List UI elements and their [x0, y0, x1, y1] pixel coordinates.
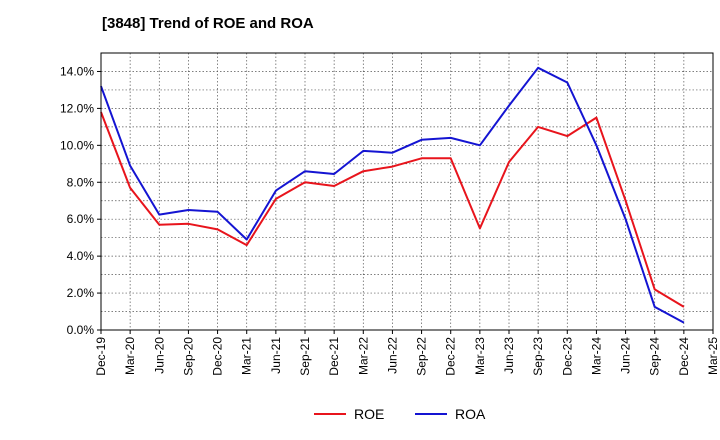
x-tick-label: Mar-21	[240, 337, 254, 375]
x-tick-label: Dec-24	[677, 337, 691, 376]
x-tick-label: Sep-23	[531, 337, 545, 376]
series-lines	[100, 66, 685, 324]
x-tick-label: Jun-23	[502, 337, 516, 374]
x-tick-label: Jun-22	[385, 337, 399, 374]
y-tick-label: 14.0%	[60, 64, 94, 78]
x-tick-label: Dec-20	[211, 337, 225, 376]
x-tick-label: Mar-24	[589, 337, 603, 375]
x-tick-label: Mar-22	[356, 337, 370, 375]
plot-background	[101, 53, 713, 330]
y-tick-label: 8.0%	[67, 175, 95, 189]
x-tick-label: Dec-19	[94, 337, 108, 376]
x-tick-label: Mar-25	[706, 337, 720, 375]
x-tick-label: Mar-20	[123, 337, 137, 375]
y-tick-label: 0.0%	[67, 323, 95, 337]
legend: ROE ROA	[314, 406, 486, 422]
legend-label-roa: ROA	[455, 406, 486, 422]
y-tick-label: 2.0%	[67, 286, 95, 300]
x-tick-label: Sep-20	[181, 337, 195, 376]
x-tick-label: Jun-24	[619, 337, 633, 374]
grid-lines	[101, 53, 713, 330]
x-tick-label: Dec-22	[444, 337, 458, 376]
x-tick-label: Dec-23	[560, 337, 574, 376]
chart-title: [3848] Trend of ROE and ROA	[102, 15, 314, 32]
axes: 0.0% 2.0% 4.0% 6.0% 8.0% 10.0% 12.0% 14.0% Dec-1…	[60, 64, 720, 375]
x-tick-label: Jun-21	[269, 337, 283, 374]
y-tick-label: 6.0%	[67, 212, 95, 226]
x-tick-label: Dec-21	[327, 337, 341, 376]
x-tick-label: Sep-24	[648, 337, 662, 376]
y-tick-label: 12.0%	[60, 101, 94, 115]
series-line-roa	[100, 66, 685, 324]
plot-frame	[100, 52, 714, 331]
x-tick-label: Sep-22	[415, 337, 429, 376]
y-tick-label: 4.0%	[67, 249, 95, 263]
x-tick-label: Sep-21	[298, 337, 312, 376]
legend-label-roe: ROE	[354, 406, 384, 422]
y-tick-label: 10.0%	[60, 138, 94, 152]
x-tick-label: Jun-20	[152, 337, 166, 374]
x-tick-label: Mar-23	[473, 337, 487, 375]
